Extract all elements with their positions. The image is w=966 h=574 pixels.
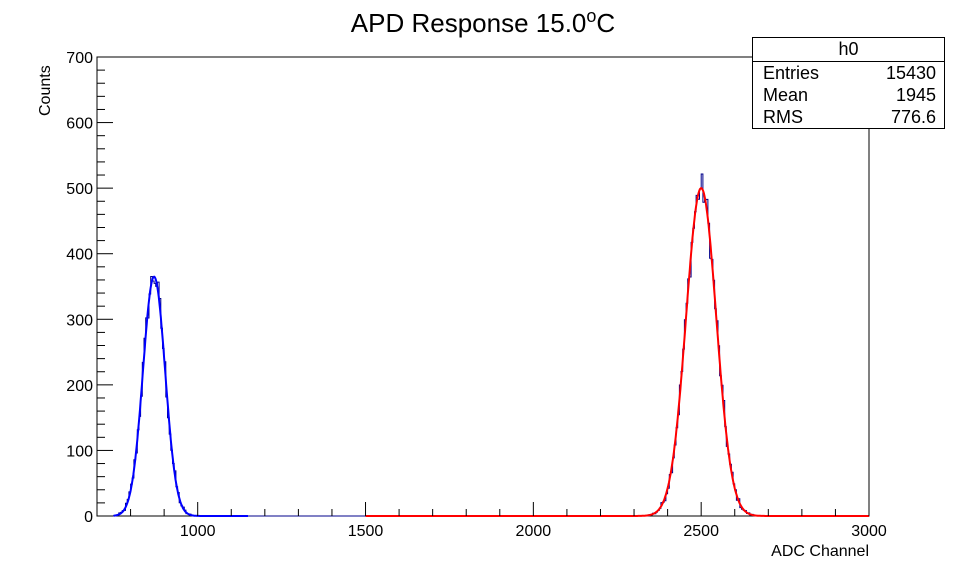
y-tick-label: 500 <box>66 181 93 198</box>
x-tick-label: 3000 <box>851 523 887 540</box>
stats-label: Entries <box>763 63 820 83</box>
chart-title: APD Response 15.0oC <box>351 6 615 38</box>
x-tick-label: 1500 <box>348 523 384 540</box>
fit-curve-peak-2 <box>365 186 869 517</box>
stats-box-title: h0 <box>753 38 944 62</box>
x-axis-label: ADC Channel <box>771 543 869 560</box>
y-tick-label: 0 <box>84 509 93 526</box>
y-tick-label: 100 <box>66 443 93 460</box>
stats-row-rms: RMS 776.6 <box>753 106 944 128</box>
chart-title-unit: C <box>596 8 615 38</box>
chart-title-degree: o <box>586 6 596 26</box>
stats-value: 15430 <box>885 63 936 83</box>
stats-row-entries: Entries 15430 <box>753 62 944 84</box>
histogram-bins <box>97 173 869 517</box>
stats-value: 1945 <box>895 85 936 105</box>
x-tick-label: 2000 <box>516 523 552 540</box>
y-tick-label: 700 <box>66 50 93 67</box>
y-axis-label: Counts <box>37 65 54 116</box>
axes: 1000 1500 2000 2500 3000 0 100 200 300 400 500 600 7… <box>66 50 887 540</box>
histogram-layer <box>97 173 869 517</box>
x-tick-label: 1000 <box>180 523 216 540</box>
fit-curve-layer <box>113 186 869 517</box>
stats-row-mean: Mean 1945 <box>753 84 944 106</box>
y-tick-label: 300 <box>66 312 93 329</box>
stats-label: RMS <box>763 107 803 127</box>
y-tick-label: 600 <box>66 116 93 133</box>
x-tick-label: 2500 <box>683 523 719 540</box>
y-tick-label: 400 <box>66 247 93 264</box>
fit-curve-peak-1 <box>113 275 248 517</box>
chart-title-text: APD Response 15.0 <box>351 8 587 38</box>
stats-box: h0 Entries 15430 Mean 1945 RMS 776.6 <box>752 37 945 129</box>
stats-label: Mean <box>763 85 809 105</box>
y-tick-label: 200 <box>66 378 93 395</box>
stats-value: 776.6 <box>890 107 936 127</box>
